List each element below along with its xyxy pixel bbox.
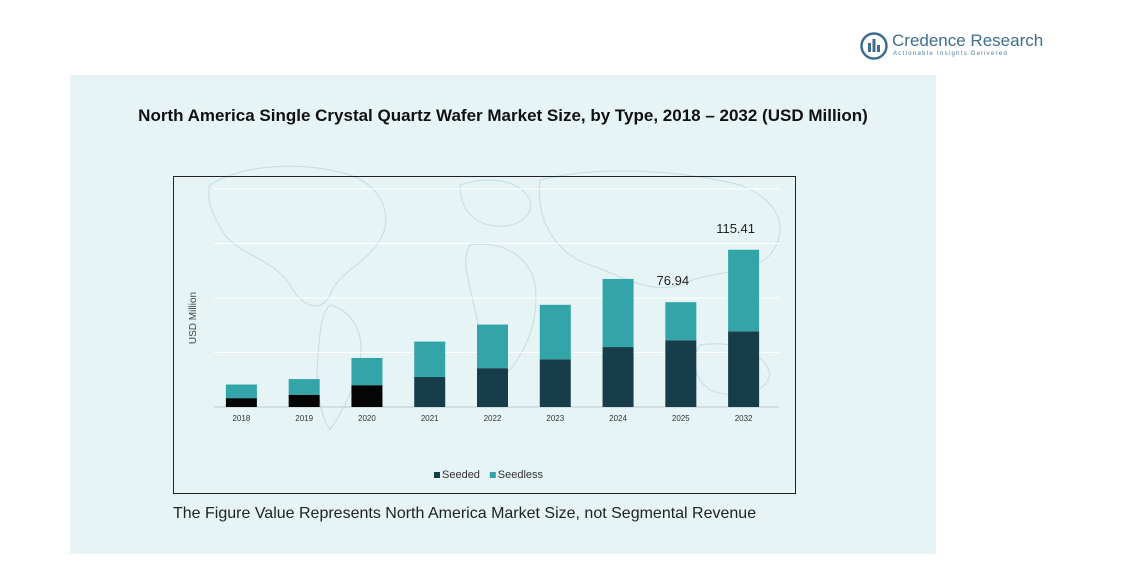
bar-seeded-2018 xyxy=(225,398,257,407)
data-label: 115.41 xyxy=(716,221,755,236)
legend-swatch-seedless xyxy=(489,472,496,478)
brand-name: Credence Research xyxy=(892,31,1044,50)
bar-seedless-2018 xyxy=(225,384,257,399)
x-tick-label: 2032 xyxy=(735,414,753,423)
x-tick-label: 2024 xyxy=(609,414,627,423)
x-tick-label: 2019 xyxy=(295,414,313,423)
bar-seeded-2032 xyxy=(728,331,760,407)
x-tick-label: 2018 xyxy=(232,414,250,423)
chart-footnote: The Figure Value Represents North Americ… xyxy=(173,505,757,522)
bar-seedless-2023 xyxy=(539,304,571,360)
chart-title: North America Single Crystal Quartz Wafe… xyxy=(138,106,868,125)
bar-seeded-2020 xyxy=(351,385,383,407)
bar-seeded-2025 xyxy=(665,340,697,407)
x-tick-label: 2020 xyxy=(358,414,376,423)
y-axis-label: USD Million xyxy=(188,292,199,344)
bar-seedless-2020 xyxy=(351,357,383,386)
bar-seeded-2021 xyxy=(414,377,446,407)
bar-seedless-2024 xyxy=(602,278,634,348)
bar-seedless-2025 xyxy=(665,302,697,341)
bar-seedless-2022 xyxy=(477,324,508,369)
bar-seedless-2021 xyxy=(414,341,446,378)
bar-seeded-2022 xyxy=(477,368,508,407)
legend-label-seedless: Seedless xyxy=(498,469,544,481)
x-tick-label: 2022 xyxy=(484,414,502,423)
bar-seedless-2032 xyxy=(728,249,760,332)
bar-seeded-2019 xyxy=(288,394,320,407)
bar-chart: USD Million 2018 2019 2020 2021 2022 2023 2024 2… xyxy=(188,188,779,481)
chart-panel: North America Single Crystal Quartz Wafe… xyxy=(70,75,936,554)
chart-frame: USD Million 2018 2019 2020 2021 2022 2023 2024 2… xyxy=(173,176,796,494)
brand-logo: Credence Research Actionable Insights De… xyxy=(860,30,1050,62)
x-tick-label: 2025 xyxy=(672,414,690,423)
x-tick-label: 2023 xyxy=(546,414,564,423)
data-label: 76.94 xyxy=(657,273,690,288)
bar-chart-circle-icon xyxy=(860,32,888,60)
bar-seeded-2024 xyxy=(602,347,634,407)
bar-seeded-2023 xyxy=(539,359,571,407)
legend-label-seeded: Seeded xyxy=(442,469,480,481)
bar-seedless-2019 xyxy=(288,379,320,395)
brand-tagline: Actionable Insights Delivered xyxy=(893,51,1009,57)
x-tick-label: 2021 xyxy=(421,414,439,423)
legend-swatch-seeded xyxy=(434,472,440,478)
